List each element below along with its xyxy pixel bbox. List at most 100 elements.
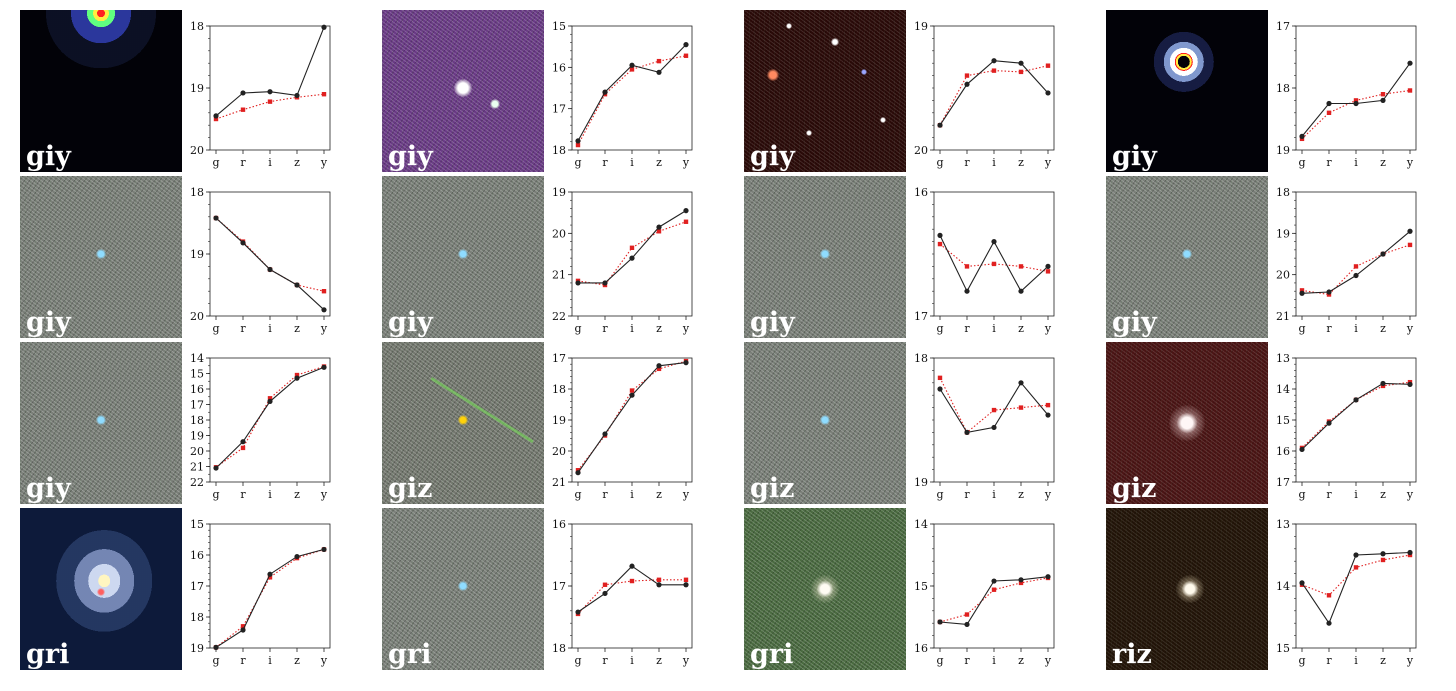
observed-point — [1407, 381, 1413, 387]
model-point — [964, 264, 970, 269]
object-panel: gri 16 17 18 g r i z y — [362, 498, 724, 670]
x-tick-label: g — [1298, 488, 1305, 501]
thumbnail-image: giz — [744, 342, 906, 504]
x-tick-label: z — [294, 488, 300, 501]
x-tick-label: g — [936, 488, 943, 501]
x-tick-label: z — [1018, 488, 1024, 501]
y-tick-label: 15 — [1276, 642, 1290, 655]
model-point — [656, 577, 662, 582]
object-panel: giy 16 17 g r i z y — [724, 166, 1086, 338]
band-label: giy — [388, 307, 433, 338]
thumbnail-image: riz — [1106, 508, 1268, 670]
y-tick-label: 14 — [1276, 580, 1290, 593]
axes-frame — [933, 357, 1055, 483]
model-point — [1326, 110, 1332, 115]
y-tick-label: 20 — [190, 144, 204, 157]
light-curve-plot: 17 18 19 20 21 g r i z y — [548, 338, 714, 508]
band-label: giy — [750, 307, 795, 338]
plot-svg: 19 20 21 22 g r i z y — [552, 186, 693, 335]
observed-point — [321, 364, 327, 370]
plot-svg: 14 15 16 17 18 19 20 21 22 g r i z y — [190, 352, 331, 501]
object-panel: giz 17 18 19 20 21 g r i z y — [362, 332, 724, 504]
model-point — [294, 372, 300, 378]
band-label: giz — [1112, 473, 1157, 504]
satellite-streak — [430, 377, 534, 444]
y-tick-label: 18 — [552, 144, 566, 157]
observed-point — [267, 89, 273, 95]
plot-svg: 18 19 20 g r i z y — [190, 20, 331, 169]
x-tick-label: y — [320, 654, 328, 667]
x-tick-label: r — [602, 654, 608, 667]
x-tick-label: z — [1018, 322, 1024, 335]
observed-point — [937, 619, 943, 625]
observed-point — [683, 42, 689, 48]
x-tick-label: r — [240, 488, 246, 501]
x-tick-label: i — [630, 654, 634, 667]
plot-svg: 17 18 19 g r i z y — [1276, 20, 1417, 169]
x-tick-label: r — [964, 488, 970, 501]
y-tick-label: 18 — [190, 20, 204, 33]
observed-point — [656, 582, 662, 588]
source-blob — [97, 588, 105, 597]
y-tick-label: 19 — [552, 186, 566, 199]
observed-point — [1353, 272, 1359, 279]
model-point — [629, 388, 635, 393]
observed-point — [1353, 552, 1359, 558]
thumbnail-image: giy — [744, 176, 906, 338]
thumbnail-image: gri — [382, 508, 544, 670]
y-tick-label: 14 — [190, 352, 204, 365]
observed-point — [575, 470, 581, 476]
observed-point — [937, 232, 943, 238]
y-tick-label: 15 — [190, 518, 204, 531]
source-blob — [96, 414, 106, 425]
x-tick-label: r — [1326, 654, 1332, 667]
observed-point — [1407, 60, 1413, 66]
x-tick-label: y — [1406, 322, 1414, 335]
x-tick-label: i — [630, 488, 634, 501]
observed-point — [575, 609, 581, 615]
plot-svg: 16 17 18 g r i z y — [552, 518, 693, 667]
observed-point — [964, 429, 970, 435]
x-tick-label: g — [1298, 322, 1305, 335]
object-panel: gri 14 15 16 g r i z y — [724, 498, 1086, 670]
source-blob — [1182, 581, 1199, 597]
source-blob — [1176, 575, 1205, 603]
observed-point — [629, 255, 635, 261]
plot-svg: 17 18 19 20 21 g r i z y — [552, 352, 693, 501]
axes-frame — [571, 25, 693, 151]
observed-point — [213, 644, 219, 650]
band-label: giy — [388, 141, 433, 172]
source-blob — [767, 68, 780, 81]
observed-point — [1018, 577, 1024, 583]
observed-point — [1380, 251, 1386, 257]
y-tick-label: 21 — [190, 461, 204, 474]
x-tick-label: z — [294, 654, 300, 667]
y-tick-label: 20 — [552, 227, 566, 240]
x-tick-label: z — [656, 322, 662, 335]
light-curve-plot: 16 17 g r i z y — [910, 172, 1076, 342]
x-tick-label: g — [212, 156, 219, 169]
axes-frame — [571, 523, 693, 649]
axes-frame — [209, 191, 331, 317]
y-tick-label: 18 — [552, 642, 566, 655]
axes-frame — [209, 523, 331, 649]
y-tick-label: 18 — [190, 186, 204, 199]
observed-point — [602, 89, 608, 95]
thumbnail-image: giy — [1106, 10, 1268, 172]
observed-point — [1326, 100, 1332, 107]
observed-point — [964, 621, 970, 628]
observed-point — [656, 69, 662, 75]
x-tick-label: i — [268, 156, 272, 169]
observed-point — [267, 266, 273, 273]
x-tick-label: g — [1298, 654, 1305, 667]
plot-svg: 19 20 g r i z y — [914, 20, 1055, 169]
thumbnail-image: giz — [382, 342, 544, 504]
x-tick-label: r — [602, 488, 608, 501]
observed-point — [1353, 100, 1359, 107]
observed-point — [1326, 420, 1332, 426]
thumbnail-image: giy — [382, 176, 544, 338]
x-tick-label: r — [602, 156, 608, 169]
model-point — [1299, 288, 1305, 293]
model-point — [683, 53, 689, 58]
observed-point — [1380, 551, 1386, 557]
